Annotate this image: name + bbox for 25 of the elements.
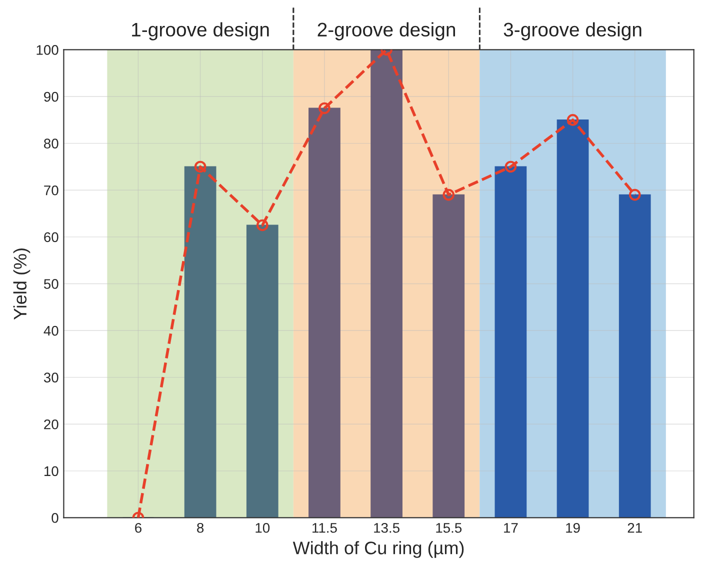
x-tick-label: 19: [566, 522, 580, 533]
y-tick-label: 100: [36, 45, 58, 55]
x-axis-title: Width of Cu ring (µm): [292, 541, 464, 558]
x-tick-label: 6: [135, 522, 142, 533]
y-tick-label: 80: [44, 138, 58, 148]
x-tick-label: 8: [197, 522, 204, 533]
x-tick-label: 13.5: [374, 522, 400, 533]
y-tick-label: 90: [44, 92, 58, 102]
y-tick-label: 50: [44, 279, 58, 289]
x-tick-label: 15.5: [436, 523, 462, 533]
band-label: 2-groove design: [318, 22, 456, 40]
x-tick-label: 10: [256, 522, 270, 533]
y-axis-title: Yield (%): [13, 248, 30, 320]
y-tick-label: 30: [44, 372, 58, 382]
band-label: 3-groove design: [504, 22, 642, 40]
x-tick-label: 17: [504, 523, 518, 533]
y-tick-label: 70: [44, 185, 58, 196]
y-tick-label: 40: [44, 326, 58, 336]
band-label: 1-groove design: [132, 22, 269, 40]
x-tick-label: 11.5: [312, 523, 337, 533]
y-tick-label: 0: [52, 513, 58, 523]
y-tick-label: 60: [44, 232, 58, 242]
x-tick-label: 21: [628, 522, 642, 533]
y-tick-label: 20: [44, 419, 58, 430]
y-tick-label: 10: [44, 466, 58, 476]
